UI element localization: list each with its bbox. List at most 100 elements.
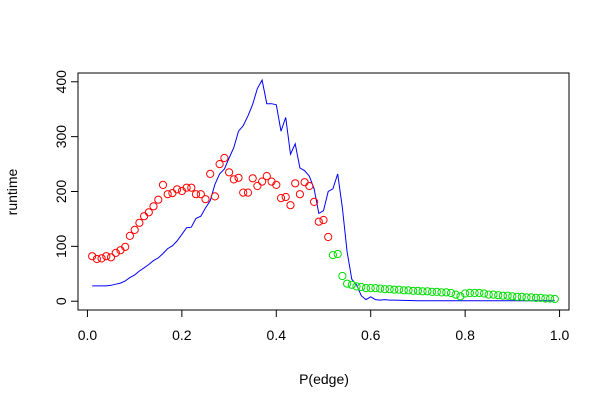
data-point-green	[550, 294, 559, 304]
data-point-green	[352, 282, 361, 291]
data-point-green	[371, 284, 380, 293]
data-point-red	[229, 175, 238, 184]
data-point-green	[503, 291, 512, 300]
plot-area	[88, 78, 559, 304]
data-point-green	[385, 285, 394, 294]
plot-frame	[77, 72, 570, 311]
data-point-green	[390, 285, 399, 294]
data-point-red	[319, 215, 328, 225]
data-point-red	[215, 160, 224, 169]
data-point-red	[220, 153, 229, 163]
data-point-green	[489, 290, 498, 299]
data-point-green	[423, 287, 432, 296]
data-point-green	[437, 288, 446, 297]
data-point-red	[121, 242, 130, 251]
data-point-red	[154, 195, 163, 204]
data-point-green	[428, 287, 437, 296]
data-point-red	[97, 254, 106, 263]
data-point-red	[102, 252, 111, 261]
data-point-green	[536, 293, 545, 302]
data-point-red	[144, 208, 153, 217]
data-point-green	[531, 293, 541, 302]
data-point-green	[446, 288, 456, 298]
data-point-red	[295, 190, 304, 199]
data-point-red	[243, 188, 253, 197]
data-point-red	[88, 252, 97, 261]
x-tick-label: 0.6	[361, 327, 381, 343]
x-tick-label: 0.2	[172, 327, 192, 343]
data-point-red	[140, 212, 149, 221]
y-axis-title: runtime	[4, 168, 20, 215]
data-point-green	[399, 286, 408, 295]
data-point-green	[451, 290, 460, 299]
data-point-green	[546, 294, 555, 303]
y-tick-label: 0	[53, 297, 69, 305]
data-point-red	[106, 253, 116, 262]
data-point-green	[347, 280, 356, 289]
y-axis: 0 100 200 300 400	[53, 70, 79, 305]
data-point-red	[111, 248, 120, 257]
data-point-green	[508, 292, 517, 301]
data-point-red	[239, 188, 248, 197]
data-point-red	[262, 172, 271, 181]
data-point-red	[305, 181, 314, 191]
data-point-green	[333, 249, 342, 259]
data-point-green	[376, 284, 385, 293]
data-point-green	[404, 286, 413, 295]
data-point-green	[479, 289, 489, 298]
data-point-green	[442, 288, 451, 297]
data-point-green	[343, 279, 352, 288]
data-point-red	[173, 185, 182, 194]
data-point-green	[498, 291, 507, 300]
data-point-red	[248, 174, 257, 183]
x-axis: 0.0 0.2 0.4 0.6 0.8 1.0	[78, 309, 570, 343]
data-point-green	[517, 292, 526, 301]
data-point-red	[201, 195, 210, 204]
x-tick-label: 0.8	[455, 327, 475, 343]
data-point-red	[276, 194, 286, 203]
data-point-green	[522, 293, 531, 302]
data-point-red	[324, 232, 333, 242]
data-point-green	[328, 251, 337, 260]
data-point-red	[253, 181, 262, 191]
data-point-red	[196, 190, 205, 199]
y-tick-label: 300	[53, 125, 69, 149]
data-point-red	[300, 178, 309, 187]
data-point-red	[291, 179, 300, 188]
data-point-red	[182, 183, 191, 192]
x-axis-title: P(edge)	[299, 371, 349, 387]
data-point-red	[158, 180, 168, 189]
data-point-green	[413, 286, 422, 295]
data-point-red	[130, 225, 139, 234]
data-point-red	[191, 190, 201, 199]
data-point-red	[314, 217, 323, 226]
y-tick-label: 400	[53, 70, 69, 94]
data-point-green	[338, 271, 347, 281]
data-point-green	[527, 293, 536, 302]
data-point-green	[513, 292, 522, 301]
data-point-red	[168, 189, 177, 198]
data-point-red	[286, 201, 295, 210]
data-point-green	[465, 288, 474, 298]
x-tick-label: 0.0	[78, 327, 98, 343]
data-point-red	[163, 190, 172, 199]
x-tick-label: 0.4	[267, 327, 287, 343]
data-point-green	[475, 288, 484, 298]
data-point-red	[149, 202, 158, 211]
x-tick-label: 1.0	[550, 327, 570, 343]
data-point-green	[484, 290, 493, 299]
data-point-red	[310, 197, 319, 206]
data-point-green	[494, 291, 503, 300]
data-point-red	[225, 168, 234, 177]
data-point-green	[461, 289, 470, 298]
data-point-green	[432, 287, 441, 296]
data-point-green	[357, 282, 366, 292]
data-point-red	[210, 192, 219, 201]
data-point-red	[234, 173, 243, 182]
data-point-green	[456, 292, 465, 301]
y-tick-label: 100	[53, 234, 69, 258]
data-point-red	[187, 183, 196, 192]
data-point-red	[258, 177, 267, 186]
series-line-blue	[92, 78, 555, 302]
